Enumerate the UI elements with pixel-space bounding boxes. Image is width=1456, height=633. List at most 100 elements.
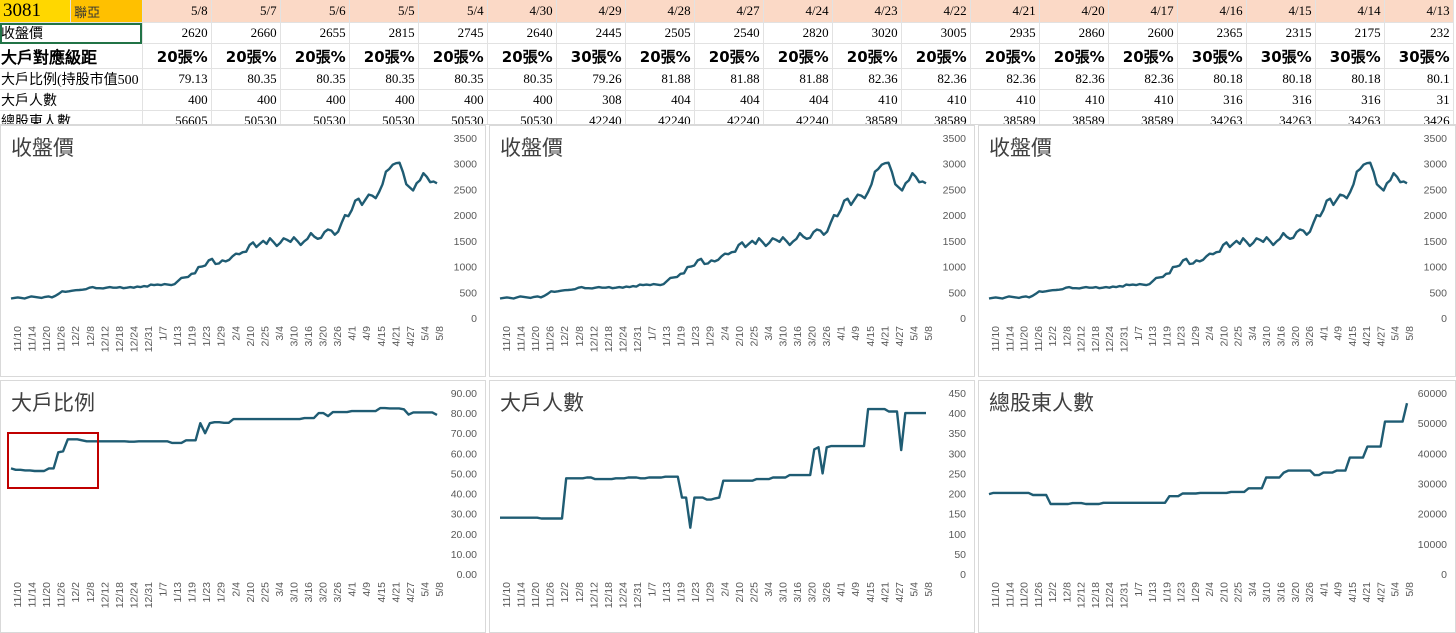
- value-cell[interactable]: 80.35: [280, 68, 350, 90]
- value-cell[interactable]: 30張%: [1177, 43, 1247, 69]
- value-cell[interactable]: 30張%: [1384, 43, 1454, 69]
- value-cell[interactable]: 81.88: [694, 68, 764, 90]
- value-cell[interactable]: 34263: [1177, 110, 1247, 124]
- value-cell[interactable]: 34263: [1315, 110, 1385, 124]
- value-cell[interactable]: 410: [970, 89, 1040, 111]
- value-cell[interactable]: 42240: [763, 110, 833, 124]
- value-cell[interactable]: 80.35: [487, 68, 557, 90]
- value-cell[interactable]: 50530: [487, 110, 557, 124]
- date-header-cell[interactable]: 4/20: [1039, 0, 1109, 23]
- value-cell[interactable]: 2860: [1039, 22, 1109, 44]
- date-header-cell[interactable]: 5/4: [418, 0, 488, 23]
- value-cell[interactable]: 80.18: [1177, 68, 1247, 90]
- value-cell[interactable]: 38589: [1039, 110, 1109, 124]
- value-cell[interactable]: 3005: [901, 22, 971, 44]
- value-cell[interactable]: 80.1: [1384, 68, 1454, 90]
- value-cell[interactable]: 20張%: [418, 43, 488, 69]
- value-cell[interactable]: 400: [418, 89, 488, 111]
- value-cell[interactable]: 404: [625, 89, 695, 111]
- value-cell[interactable]: 316: [1246, 89, 1316, 111]
- value-cell[interactable]: 20張%: [763, 43, 833, 69]
- date-header-cell[interactable]: 5/8: [142, 0, 212, 23]
- value-cell[interactable]: 2745: [418, 22, 488, 44]
- value-cell[interactable]: 42240: [556, 110, 626, 124]
- value-cell[interactable]: 80.35: [349, 68, 419, 90]
- date-header-cell[interactable]: 5/5: [349, 0, 419, 23]
- value-cell[interactable]: 80.18: [1315, 68, 1385, 90]
- value-cell[interactable]: 404: [763, 89, 833, 111]
- value-cell[interactable]: 50530: [349, 110, 419, 124]
- stock-code-cell[interactable]: 3081: [0, 0, 72, 23]
- value-cell[interactable]: 2445: [556, 22, 626, 44]
- value-cell[interactable]: 20張%: [694, 43, 764, 69]
- value-cell[interactable]: 2540: [694, 22, 764, 44]
- value-cell[interactable]: 2655: [280, 22, 350, 44]
- value-cell[interactable]: 400: [142, 89, 212, 111]
- value-cell[interactable]: 2600: [1108, 22, 1178, 44]
- date-header-cell[interactable]: 4/16: [1177, 0, 1247, 23]
- value-cell[interactable]: 81.88: [625, 68, 695, 90]
- chart-close-price-1[interactable]: 3500 3000 2500 2000 1500 1000 500 0 11/10 11/14 11…: [0, 125, 486, 377]
- date-header-cell[interactable]: 4/28: [625, 0, 695, 23]
- date-header-cell[interactable]: 4/24: [763, 0, 833, 23]
- date-header-cell[interactable]: 4/27: [694, 0, 764, 23]
- value-cell[interactable]: 404: [694, 89, 764, 111]
- chart-major-holder-ratio[interactable]: 90.00 80.00 70.00 60.00 50.00 40.00 30.00 20.00…: [0, 380, 486, 633]
- value-cell[interactable]: 82.36: [832, 68, 902, 90]
- value-cell[interactable]: 2175: [1315, 22, 1385, 44]
- chart-close-price-2[interactable]: 3500 3000 2500 2000 1500 1000 500 0 11/10 11/14 11…: [489, 125, 975, 377]
- date-header-cell[interactable]: 4/21: [970, 0, 1040, 23]
- value-cell[interactable]: 79.26: [556, 68, 626, 90]
- value-cell[interactable]: 410: [832, 89, 902, 111]
- value-cell[interactable]: 80.35: [418, 68, 488, 90]
- value-cell[interactable]: 80.18: [1246, 68, 1316, 90]
- value-cell[interactable]: 232: [1384, 22, 1454, 44]
- date-header-cell[interactable]: 4/13: [1384, 0, 1454, 23]
- value-cell[interactable]: 20張%: [142, 43, 212, 69]
- date-header-cell[interactable]: 5/7: [211, 0, 281, 23]
- value-cell[interactable]: 2820: [763, 22, 833, 44]
- value-cell[interactable]: 20張%: [901, 43, 971, 69]
- value-cell[interactable]: 3020: [832, 22, 902, 44]
- value-cell[interactable]: 2640: [487, 22, 557, 44]
- value-cell[interactable]: 31: [1384, 89, 1454, 111]
- date-header-cell[interactable]: 4/29: [556, 0, 626, 23]
- value-cell[interactable]: 38589: [970, 110, 1040, 124]
- row-label-cell[interactable]: 大戶比例(持股市值500: [0, 68, 143, 90]
- value-cell[interactable]: 79.13: [142, 68, 212, 90]
- value-cell[interactable]: 38589: [832, 110, 902, 124]
- value-cell[interactable]: 308: [556, 89, 626, 111]
- value-cell[interactable]: 410: [901, 89, 971, 111]
- value-cell[interactable]: 20張%: [1108, 43, 1178, 69]
- date-header-cell[interactable]: 4/23: [832, 0, 902, 23]
- row-label-cell[interactable]: 總股東人數: [0, 110, 143, 124]
- date-header-cell[interactable]: 4/17: [1108, 0, 1178, 23]
- value-cell[interactable]: 2365: [1177, 22, 1247, 44]
- value-cell[interactable]: 20張%: [487, 43, 557, 69]
- value-cell[interactable]: 56605: [142, 110, 212, 124]
- value-cell[interactable]: 80.35: [211, 68, 281, 90]
- value-cell[interactable]: 20張%: [970, 43, 1040, 69]
- row-label-cell[interactable]: 收盤價: [0, 22, 143, 44]
- value-cell[interactable]: 410: [1039, 89, 1109, 111]
- value-cell[interactable]: 82.36: [970, 68, 1040, 90]
- value-cell[interactable]: 30張%: [556, 43, 626, 69]
- value-cell[interactable]: 400: [487, 89, 557, 111]
- value-cell[interactable]: 2935: [970, 22, 1040, 44]
- value-cell[interactable]: 2315: [1246, 22, 1316, 44]
- value-cell[interactable]: 410: [1108, 89, 1178, 111]
- date-header-cell[interactable]: 4/14: [1315, 0, 1385, 23]
- chart-major-holder-count[interactable]: 450 400 350 300 250 200 150 100 50 0 11/10 11/14 11/…: [489, 380, 975, 633]
- value-cell[interactable]: 50530: [211, 110, 281, 124]
- value-cell[interactable]: 30張%: [1246, 43, 1316, 69]
- value-cell[interactable]: 20張%: [280, 43, 350, 69]
- value-cell[interactable]: 20張%: [211, 43, 281, 69]
- value-cell[interactable]: 38589: [1108, 110, 1178, 124]
- value-cell[interactable]: 30張%: [1315, 43, 1385, 69]
- value-cell[interactable]: 82.36: [1108, 68, 1178, 90]
- value-cell[interactable]: 2620: [142, 22, 212, 44]
- row-label-cell[interactable]: 大戶對應級距: [0, 43, 143, 69]
- value-cell[interactable]: 50530: [418, 110, 488, 124]
- value-cell[interactable]: 20張%: [349, 43, 419, 69]
- value-cell[interactable]: 20張%: [832, 43, 902, 69]
